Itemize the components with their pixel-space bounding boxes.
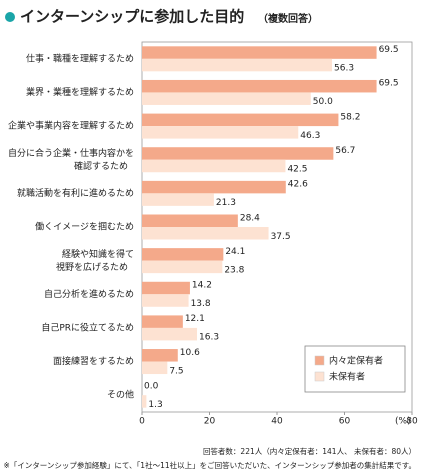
y-tick-label: 自分に合う企業・仕事内容かを確認するため	[8, 147, 134, 172]
value-label: 42.6	[288, 180, 308, 190]
x-tick-label: 0	[139, 417, 145, 427]
y-tick-label: その他	[107, 389, 134, 401]
value-label: 56.3	[334, 64, 354, 74]
x-tick-label: 20	[204, 417, 216, 427]
value-label: 46.3	[300, 131, 320, 141]
value-label: 13.8	[191, 299, 211, 309]
y-tick-label: 働くイメージを掴むため	[35, 221, 134, 233]
chart-subtitle: （複数回答）	[258, 12, 318, 25]
title-bullet	[5, 12, 15, 22]
legend-box	[304, 345, 406, 393]
y-tick-label: 就職活動を有利に進めるため	[17, 187, 134, 199]
legend-swatch	[314, 371, 325, 382]
bar	[142, 147, 334, 160]
bar	[142, 248, 224, 261]
bar	[142, 395, 147, 408]
bar	[142, 361, 168, 375]
value-label: 50.0	[313, 97, 333, 107]
value-label: 58.2	[340, 112, 360, 122]
y-tick-label: 仕事・職種を理解するため	[26, 52, 134, 64]
y-tick-label: 自己分析を進めるため	[44, 288, 134, 300]
value-label: 24.1	[225, 247, 245, 257]
value-label: 0.0	[144, 381, 159, 391]
value-label: 21.3	[216, 198, 236, 208]
bar	[142, 281, 190, 295]
value-label: 12.1	[185, 314, 205, 324]
value-label: 1.3	[148, 400, 162, 410]
value-label: 28.4	[240, 213, 260, 223]
value-label: 69.5	[379, 45, 399, 55]
value-label: 7.5	[169, 366, 183, 376]
value-label: 42.5	[287, 164, 307, 174]
bar	[142, 92, 311, 105]
y-tick-label: 自己PRに役立てるため	[41, 321, 134, 333]
legend-label: 未保有者	[329, 371, 365, 383]
value-label: 10.6	[180, 348, 200, 358]
x-unit: (%)	[395, 417, 411, 427]
bar	[142, 214, 238, 227]
bar	[142, 260, 223, 274]
legend-label: 内々定保有者	[329, 355, 383, 367]
bar	[142, 294, 189, 307]
value-label: 69.5	[379, 79, 399, 89]
bar	[142, 126, 299, 139]
value-label: 14.2	[192, 281, 212, 291]
x-tick-label: 60	[339, 417, 351, 427]
bar	[142, 79, 377, 93]
y-tick-label: 企業や事業内容を理解するため	[8, 120, 134, 132]
legend-swatch	[314, 355, 325, 366]
value-label: 37.5	[271, 232, 291, 242]
bar	[142, 193, 214, 206]
y-tick-label: 面接練習をするため	[53, 355, 134, 367]
bar	[142, 315, 183, 328]
x-tick-label: 80	[406, 417, 418, 427]
bar	[142, 113, 339, 127]
y-tick-label: 経験や知識を得て視野を広げるため	[56, 248, 134, 273]
x-tick-label: 40	[271, 417, 283, 427]
value-label: 16.3	[199, 333, 219, 343]
value-label: 23.8	[224, 265, 244, 275]
bar	[142, 227, 269, 240]
value-label: 56.7	[335, 146, 355, 156]
bar	[142, 349, 178, 362]
y-tick-label: 業界・業種を理解するため	[26, 86, 134, 98]
bar	[142, 58, 333, 72]
chart-title: インターンシップに参加した目的	[20, 8, 244, 26]
bar	[142, 46, 377, 59]
bar	[142, 327, 198, 341]
bar	[142, 159, 286, 173]
bar	[142, 180, 286, 194]
note: ※「インターンシップ参加経験」にて、「1社～11社以上」をご回答いただいた、イン…	[4, 460, 416, 470]
note: 回答者数：221人（内々定保有者：141人、 未保有者：80人）	[203, 446, 416, 456]
